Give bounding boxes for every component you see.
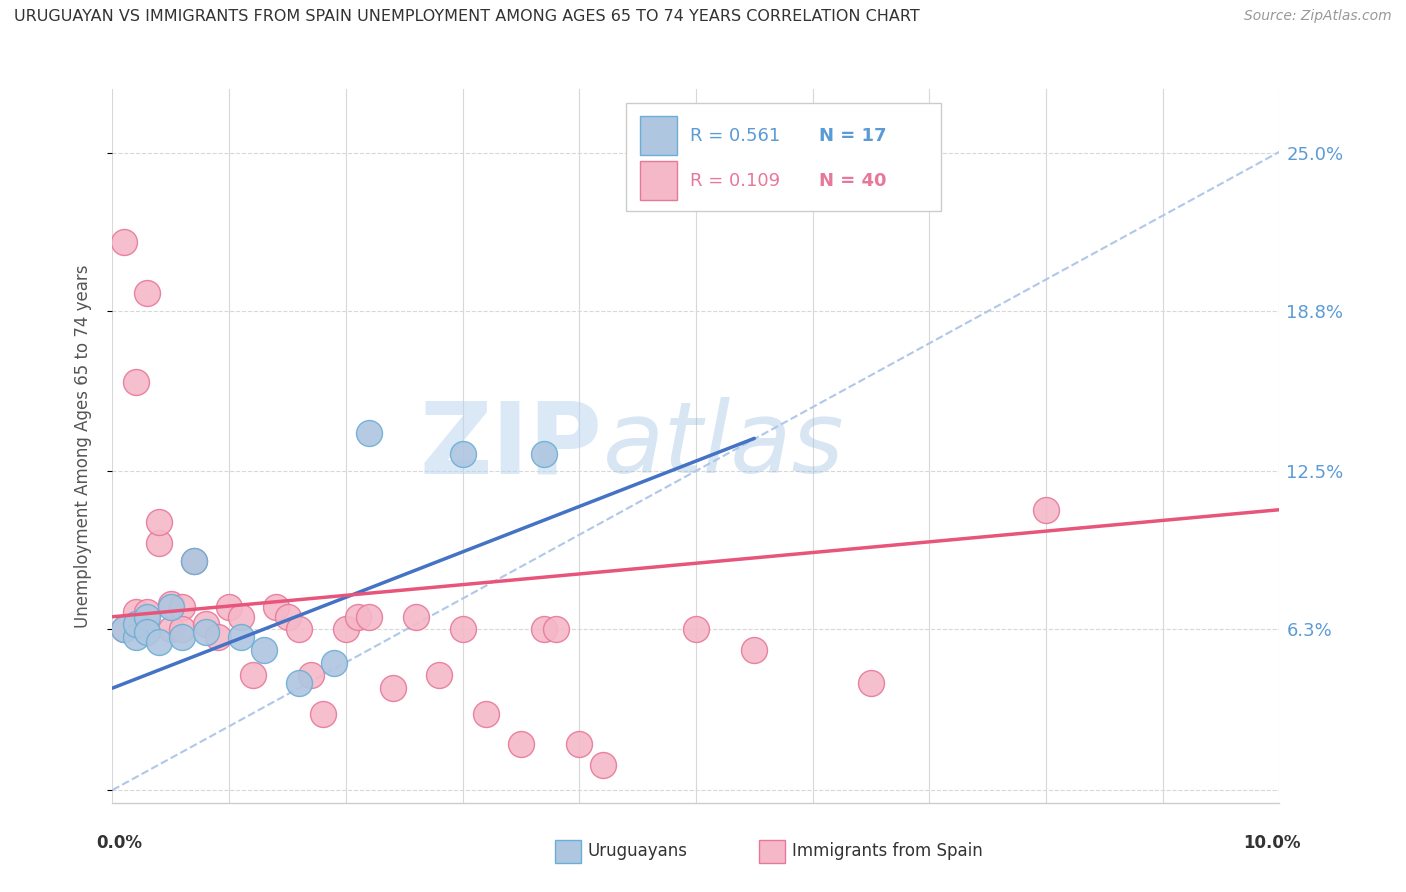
Point bbox=[859, 676, 883, 690]
Point bbox=[381, 681, 404, 695]
Point bbox=[125, 617, 148, 632]
Point bbox=[427, 668, 450, 682]
Point bbox=[172, 630, 194, 644]
Point bbox=[172, 623, 194, 637]
Point bbox=[568, 737, 591, 751]
Point bbox=[148, 516, 170, 530]
Point bbox=[451, 623, 474, 637]
Point bbox=[194, 617, 217, 632]
Point bbox=[533, 623, 555, 637]
Point bbox=[207, 630, 229, 644]
Point bbox=[323, 656, 346, 670]
FancyBboxPatch shape bbox=[626, 103, 941, 211]
Point bbox=[125, 376, 148, 390]
Text: ZIP: ZIP bbox=[420, 398, 603, 494]
Text: R = 0.109: R = 0.109 bbox=[690, 171, 780, 189]
Text: atlas: atlas bbox=[603, 398, 844, 494]
Text: Immigrants from Spain: Immigrants from Spain bbox=[792, 842, 983, 860]
Point bbox=[264, 599, 287, 614]
Point bbox=[509, 737, 531, 751]
Point bbox=[405, 609, 427, 624]
Point bbox=[1035, 502, 1057, 516]
Point bbox=[218, 599, 240, 614]
Point bbox=[359, 609, 381, 624]
Text: Uruguayans: Uruguayans bbox=[588, 842, 688, 860]
Point bbox=[160, 597, 183, 611]
Text: Source: ZipAtlas.com: Source: ZipAtlas.com bbox=[1244, 9, 1392, 23]
Text: URUGUAYAN VS IMMIGRANTS FROM SPAIN UNEMPLOYMENT AMONG AGES 65 TO 74 YEARS CORREL: URUGUAYAN VS IMMIGRANTS FROM SPAIN UNEMP… bbox=[14, 9, 920, 24]
FancyBboxPatch shape bbox=[640, 161, 678, 200]
Point bbox=[544, 623, 567, 637]
Point bbox=[112, 623, 135, 637]
Y-axis label: Unemployment Among Ages 65 to 74 years: Unemployment Among Ages 65 to 74 years bbox=[73, 264, 91, 628]
Point bbox=[742, 643, 765, 657]
Point bbox=[359, 426, 381, 441]
Text: N = 40: N = 40 bbox=[818, 171, 886, 189]
Point bbox=[229, 630, 252, 644]
Point bbox=[160, 623, 183, 637]
Point bbox=[136, 625, 159, 640]
Point bbox=[183, 554, 205, 568]
Point bbox=[112, 235, 135, 249]
Point bbox=[533, 447, 555, 461]
Point bbox=[136, 605, 159, 619]
Point bbox=[253, 643, 276, 657]
Point bbox=[160, 599, 183, 614]
Point bbox=[242, 668, 264, 682]
Point bbox=[346, 609, 368, 624]
Point bbox=[299, 668, 322, 682]
Text: N = 17: N = 17 bbox=[818, 127, 886, 145]
Point bbox=[148, 635, 170, 649]
Point bbox=[172, 599, 194, 614]
Point bbox=[475, 706, 498, 721]
Point bbox=[229, 609, 252, 624]
Point bbox=[685, 623, 707, 637]
Point bbox=[148, 536, 170, 550]
Text: 0.0%: 0.0% bbox=[97, 834, 142, 852]
FancyBboxPatch shape bbox=[640, 116, 678, 155]
Point bbox=[194, 625, 217, 640]
Point bbox=[311, 706, 333, 721]
Text: R = 0.561: R = 0.561 bbox=[690, 127, 780, 145]
Point bbox=[276, 609, 298, 624]
Point bbox=[288, 623, 311, 637]
Point bbox=[112, 623, 135, 637]
Point bbox=[451, 447, 474, 461]
Point bbox=[335, 623, 357, 637]
Text: 10.0%: 10.0% bbox=[1244, 834, 1301, 852]
Point bbox=[183, 554, 205, 568]
Point bbox=[136, 609, 159, 624]
Point bbox=[288, 676, 311, 690]
Point bbox=[592, 757, 614, 772]
Point bbox=[136, 286, 159, 301]
Point bbox=[125, 605, 148, 619]
Point bbox=[125, 630, 148, 644]
